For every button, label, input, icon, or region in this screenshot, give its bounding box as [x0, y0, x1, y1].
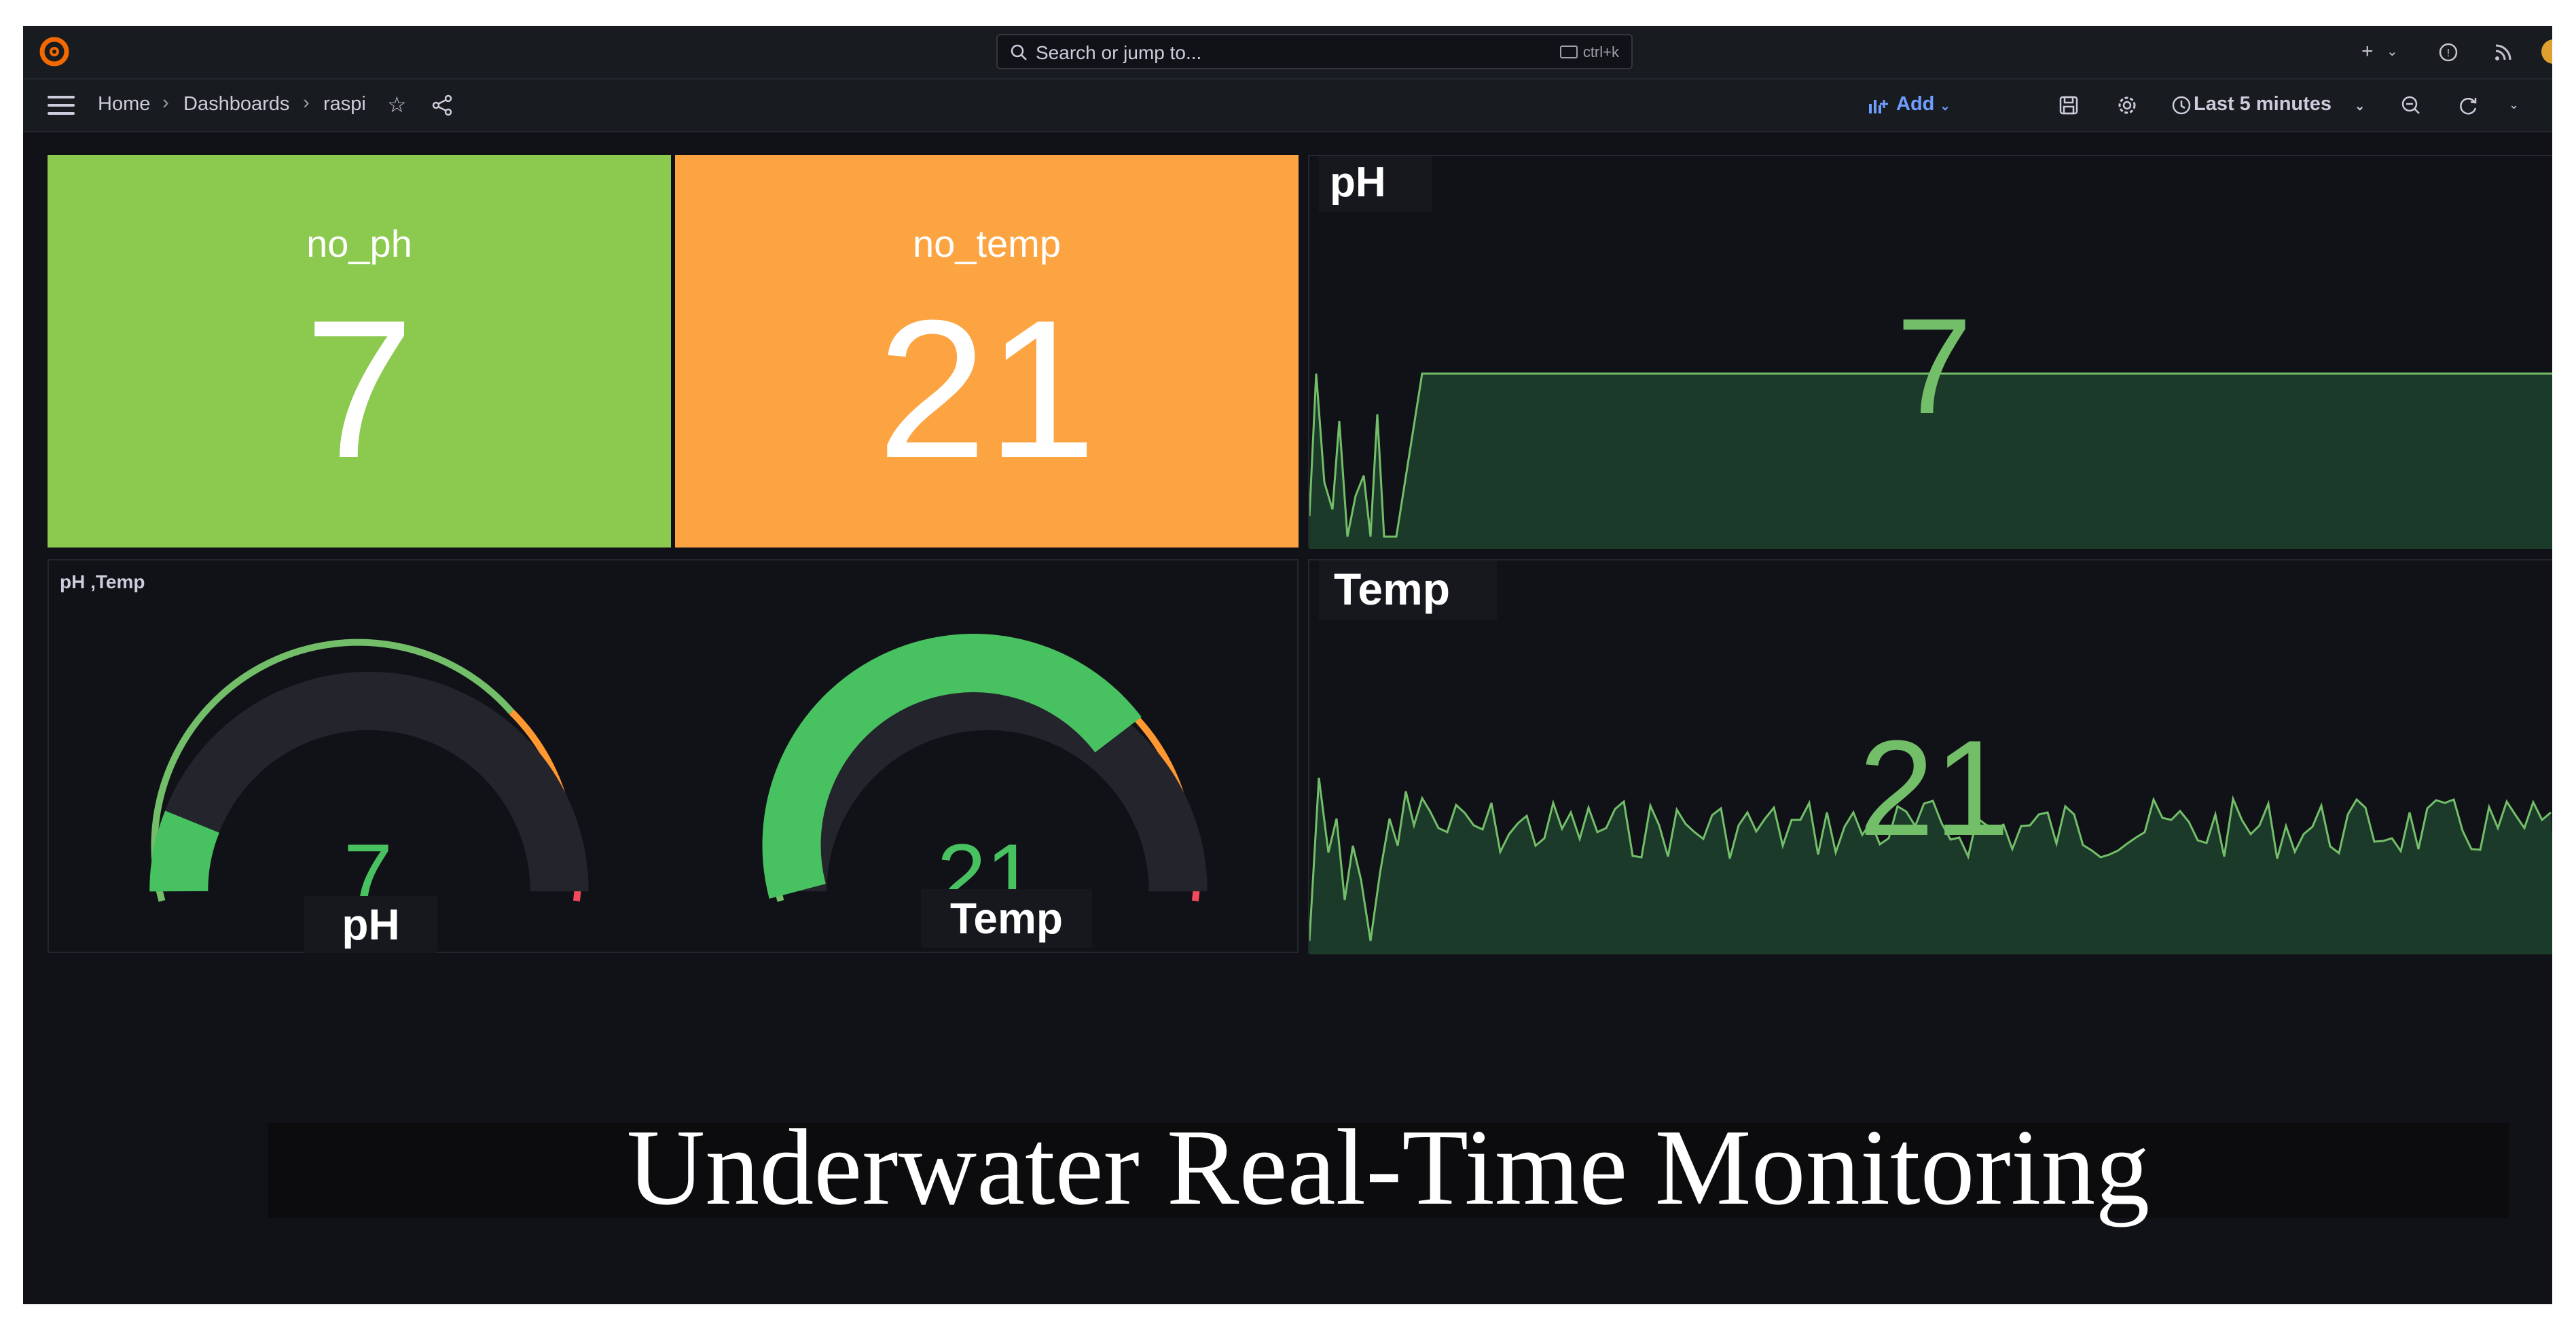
- search-shortcut: ctrl+k: [1559, 43, 1619, 61]
- settings-icon[interactable]: [2116, 94, 2138, 116]
- ph-gauge: [149, 639, 589, 902]
- gauges-svg: [149, 634, 1208, 902]
- gauge-panel-title: pH ,Temp: [60, 571, 145, 592]
- search-input[interactable]: Search or jump to... ctrl+k: [996, 34, 1633, 69]
- caption-title: Underwater Real-Time Monitoring: [626, 1107, 2150, 1227]
- chevron-down-icon[interactable]: ⌄: [2387, 44, 2398, 59]
- keyboard-icon: [1559, 46, 1578, 58]
- breadcrumb-raspi[interactable]: raspi: [323, 93, 366, 115]
- gauge-panel[interactable]: pH ,Temp 7 21 pH Temp: [48, 559, 1299, 953]
- add-label: Add: [1896, 93, 1935, 115]
- timeseries-panel-temp[interactable]: Temp 21: [1308, 559, 2552, 954]
- help-icon[interactable]: !: [2438, 42, 2459, 62]
- ph-gauge-fill: [149, 810, 220, 892]
- ph-series-area: [1309, 374, 2552, 549]
- ph-series-chart: [1309, 372, 2552, 549]
- rss-icon[interactable]: [2493, 42, 2514, 62]
- clock-icon[interactable]: [2171, 94, 2192, 116]
- temp-gauge-fill: [762, 634, 1142, 899]
- plus-icon[interactable]: +: [2361, 40, 2374, 62]
- ph-gauge-track: [149, 671, 589, 892]
- refresh-icon[interactable]: [2457, 94, 2479, 116]
- add-button[interactable]: Add ⌄: [1896, 93, 1951, 115]
- stat-panel-no-ph[interactable]: no_ph 7: [48, 155, 671, 548]
- chevron-down-icon: ⌄: [2355, 99, 2365, 113]
- breadcrumb-separator: ›: [303, 92, 310, 113]
- ph-gauge-threshold-green: [151, 639, 515, 902]
- avatar[interactable]: [2541, 39, 2552, 64]
- breadcrumb-home[interactable]: Home: [98, 93, 151, 115]
- time-range-picker[interactable]: Last 5 minutes ⌄: [2194, 93, 2365, 115]
- ph-current-value: 7: [1896, 291, 1972, 442]
- add-panel-icon[interactable]: [1868, 96, 1891, 115]
- stat-panel-no-temp[interactable]: no_temp 21: [675, 155, 1299, 548]
- star-icon[interactable]: ☆: [387, 92, 407, 117]
- share-icon[interactable]: [431, 94, 454, 116]
- save-icon[interactable]: [2058, 94, 2080, 116]
- zoom-out-icon[interactable]: [2400, 94, 2422, 116]
- stat-value: 7: [304, 279, 414, 499]
- grafana-window: Search or jump to... ctrl+k + ⌄ ! Home ›…: [23, 26, 2552, 1304]
- caption-background: [268, 1123, 2509, 1218]
- time-range-label: Last 5 minutes: [2194, 93, 2332, 115]
- temp-gauge: [762, 634, 1208, 902]
- svg-text:!: !: [2447, 48, 2450, 59]
- ph-series-line: [1309, 372, 2552, 538]
- nav-bar: Home › Dashboards › raspi ☆ Add ⌄: [23, 79, 2552, 132]
- menu-icon[interactable]: [48, 96, 75, 115]
- temp-current-value: 21: [1858, 713, 2010, 864]
- search-icon: [1011, 44, 1027, 60]
- stat-title: no_ph: [306, 222, 412, 265]
- stat-title: no_temp: [913, 222, 1061, 265]
- stat-value: 21: [877, 279, 1097, 499]
- panel-label-ph: pH: [1319, 156, 1432, 212]
- temp-series-line: [1309, 777, 2552, 941]
- top-bar: Search or jump to... ctrl+k + ⌄ !: [23, 26, 2552, 79]
- gauge-label-ph: pH: [304, 896, 437, 953]
- breadcrumb-separator: ›: [162, 92, 169, 113]
- panel-label-temp: Temp: [1319, 560, 1497, 620]
- grafana-logo-icon[interactable]: [38, 35, 71, 68]
- chevron-down-icon[interactable]: ⌄: [2509, 98, 2520, 111]
- timeseries-panel-ph[interactable]: pH 7: [1308, 155, 2552, 549]
- search-placeholder: Search or jump to...: [1036, 42, 1202, 63]
- temp-series-chart: [1309, 777, 2552, 954]
- gauge-label-temp: Temp: [921, 889, 1092, 948]
- chevron-down-icon: ⌄: [1940, 99, 1951, 113]
- temp-series-area: [1309, 778, 2552, 954]
- breadcrumb-dashboards[interactable]: Dashboards: [183, 93, 290, 115]
- search-shortcut-text: ctrl+k: [1582, 43, 1619, 60]
